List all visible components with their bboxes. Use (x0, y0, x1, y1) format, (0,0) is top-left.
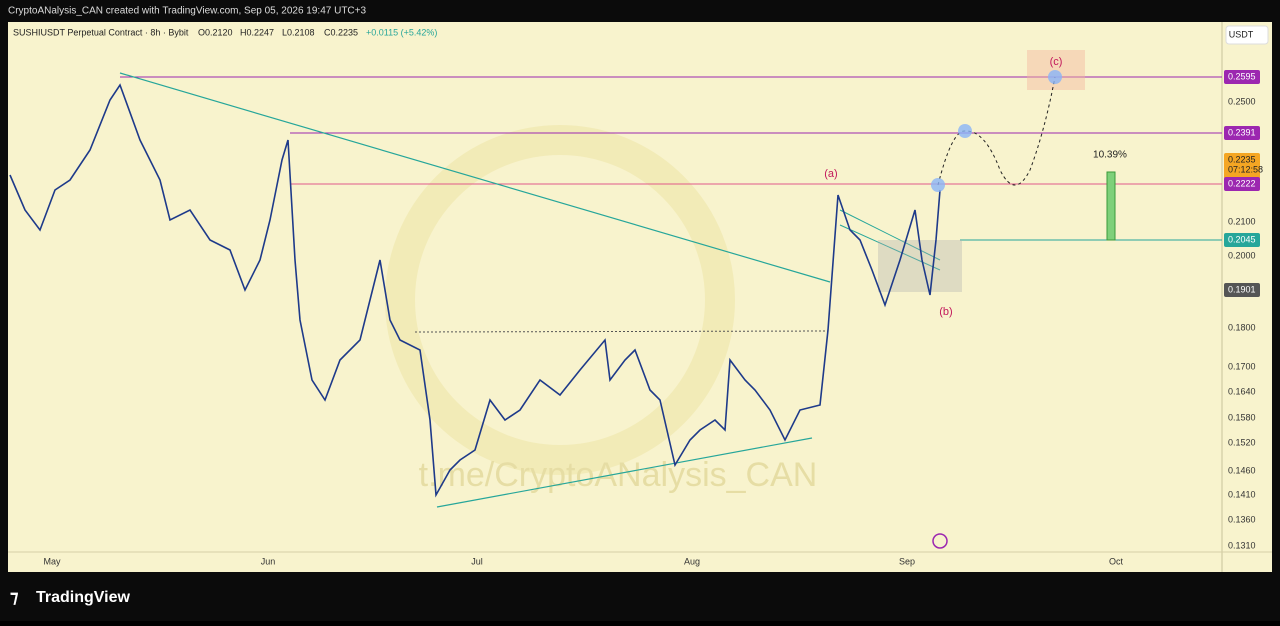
chart-area (8, 22, 1222, 572)
currency: USDT (1229, 29, 1254, 39)
wave-point (958, 124, 972, 138)
price-label: 0.2100 (1228, 216, 1256, 226)
wave-label: (b) (939, 306, 952, 318)
price-label: 0.2222 (1228, 178, 1256, 188)
price-label: 0.1580 (1228, 412, 1256, 422)
time-label: Oct (1109, 556, 1124, 566)
price-label: 0.2391 (1228, 127, 1256, 137)
price-label: 0.2235 (1228, 154, 1256, 164)
event-icon[interactable] (932, 533, 948, 549)
price-badge (1224, 126, 1260, 140)
price-label: 0.1640 (1228, 386, 1256, 396)
legend-item: +0.0115 (+5.42%) (366, 27, 437, 37)
price-badge (1224, 283, 1260, 297)
time-label: Jul (471, 556, 483, 566)
legend-item: L0.2108 (282, 27, 315, 37)
time-label: May (43, 556, 61, 566)
legend-item: O0.2120 (198, 27, 233, 37)
wave-point (1048, 70, 1062, 84)
price-badge (1224, 153, 1260, 179)
brand: TradingView (36, 589, 131, 606)
price-badge (1224, 233, 1260, 247)
legend-item: SUSHIUSDT Perpetual Contract · 8h · Bybi… (13, 27, 189, 37)
price-label: 0.1460 (1228, 465, 1256, 475)
legend-item: C0.2235 (324, 27, 358, 37)
trendline (119, 72, 831, 283)
price-label: 0.1310 (1228, 540, 1256, 550)
price-label: 0.1360 (1228, 514, 1256, 524)
price-label: 0.2000 (1228, 250, 1256, 260)
time-label: Aug (684, 556, 700, 566)
wave-point (931, 178, 945, 192)
price-label: 0.2595 (1228, 71, 1256, 81)
price-label: 0.2500 (1228, 96, 1256, 106)
watermark: t.me/CryptoANalysis_CAN (419, 456, 818, 494)
neckline (414, 330, 829, 333)
wave-label: (c) (1050, 56, 1063, 68)
price-label: 0.1800 (1228, 322, 1256, 332)
price-label: 0.1901 (1228, 284, 1256, 294)
watermark-logo (385, 125, 735, 475)
change-label: 10.39% (1093, 150, 1127, 161)
change-bar (1106, 171, 1116, 241)
trendline (436, 437, 813, 508)
trendline (839, 209, 941, 261)
wave-label: (a) (824, 168, 837, 180)
legend: SUSHIUSDT Perpetual Contract · 8h · Bybi… (13, 27, 437, 37)
legend-item: H0.2247 (240, 27, 274, 37)
price-label: 0.1700 (1228, 361, 1256, 371)
price-label: 0.1410 (1228, 489, 1256, 499)
countdown: 07:12:58 (1228, 164, 1263, 174)
price-action (9, 83, 941, 498)
price-label: 0.1520 (1228, 437, 1256, 447)
time-label: Jun (261, 556, 276, 566)
currency-button[interactable] (1225, 25, 1269, 45)
price-badge (1224, 70, 1260, 84)
brand-logo: ⁊ (10, 587, 18, 606)
time-label: Sep (899, 556, 915, 566)
price-badge (1224, 177, 1260, 191)
attribution: CryptoANalysis_CAN created with TradingV… (8, 6, 366, 17)
price-label: 0.2045 (1228, 234, 1256, 244)
